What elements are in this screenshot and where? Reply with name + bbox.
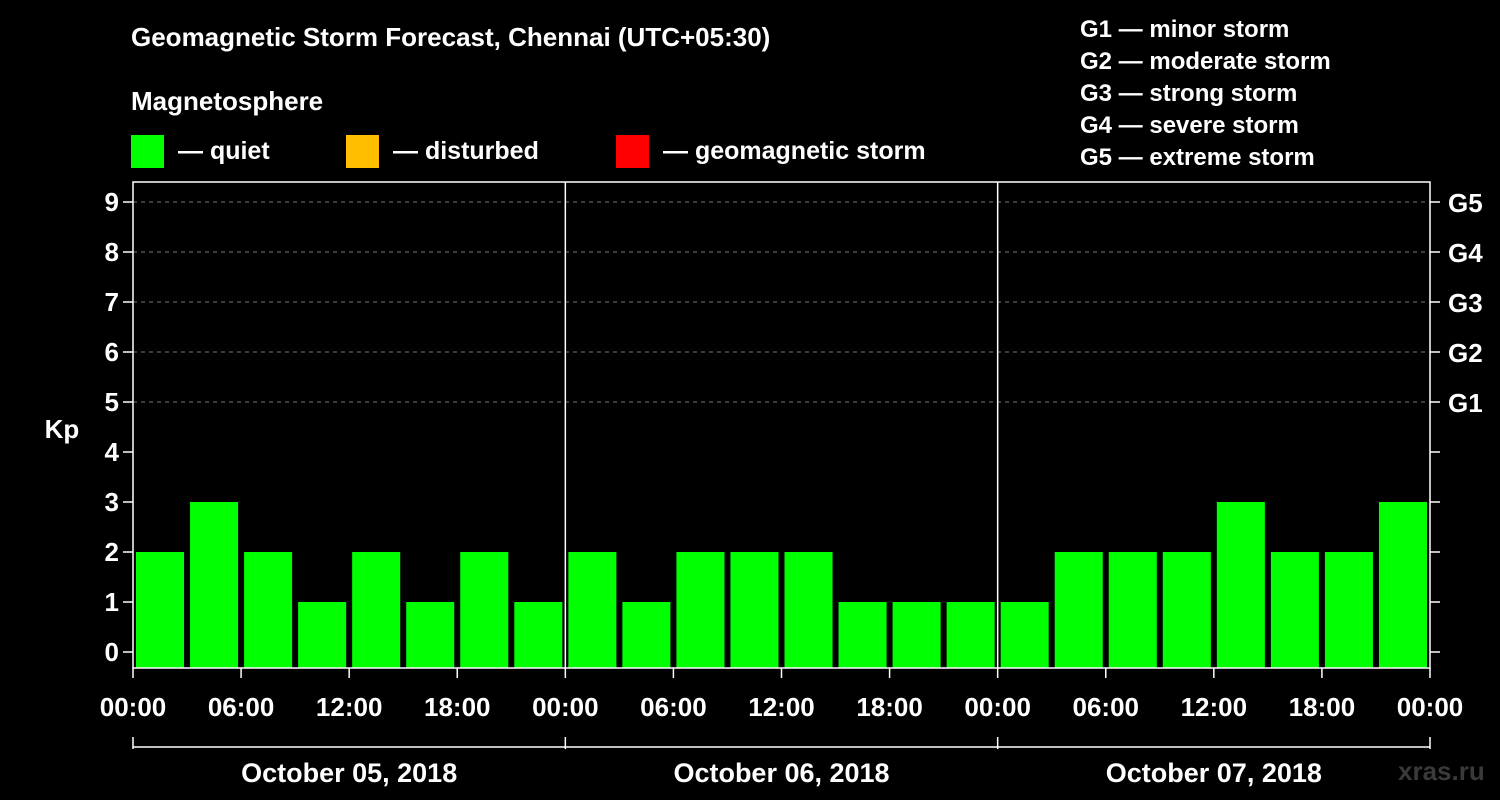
y-tick-label-3: 3	[105, 487, 119, 517]
kp-bar-4	[298, 602, 347, 668]
y-tick-label-7: 7	[105, 287, 119, 317]
kp-bar-17	[1000, 602, 1049, 668]
y-tick-label-4: 4	[105, 437, 120, 467]
y-tick-label-6: 6	[105, 337, 119, 367]
watermark: xras.ru	[1398, 756, 1485, 786]
y-tick-label-0: 0	[105, 637, 119, 667]
storm-scale-g3: G3 — strong storm	[1080, 80, 1298, 107]
legend-item-quiet: — quiet	[131, 134, 270, 168]
kp-bar-10	[622, 602, 671, 668]
storm-scale-g5: G5 — extreme storm	[1080, 144, 1315, 171]
chart-title: Geomagnetic Storm Forecast, Chennai (UTC…	[131, 22, 771, 52]
kp-bar-23	[1324, 552, 1373, 668]
kp-bar-8	[514, 602, 563, 668]
x-tick-label-8: 00:00	[964, 692, 1031, 722]
legend-swatch-disturbed	[346, 134, 379, 168]
kp-bar-9	[568, 552, 617, 668]
kp-bar-20	[1162, 552, 1211, 668]
kp-bar-14	[838, 602, 887, 668]
legend-label-storm: — geomagnetic storm	[663, 136, 926, 165]
kp-bar-5	[352, 552, 401, 668]
kp-bar-3	[244, 552, 293, 668]
kp-bar-18	[1054, 552, 1103, 668]
legend-label-quiet: — quiet	[178, 136, 270, 165]
day-label-1: October 05, 2018	[241, 758, 457, 788]
y-tick-label-1: 1	[105, 587, 119, 617]
x-tick-label-1: 06:00	[208, 692, 275, 722]
legend-label-disturbed: — disturbed	[393, 136, 539, 165]
kp-bar-6	[406, 602, 455, 668]
day-label-3: October 07, 2018	[1106, 758, 1322, 788]
y-tick-label-2: 2	[105, 537, 119, 567]
x-tick-label-9: 06:00	[1073, 692, 1140, 722]
storm-scale-g4: G4 — severe storm	[1080, 112, 1299, 139]
kp-bar-1	[136, 552, 185, 668]
kp-bar-22	[1270, 552, 1319, 668]
y-tick-label-9: 9	[105, 187, 119, 217]
x-tick-label-0: 00:00	[100, 692, 167, 722]
storm-scale-list: G1 — minor storm G2 — moderate storm G3 …	[1080, 14, 1331, 174]
y-axis-label: Kp	[45, 414, 80, 444]
legend-item-storm: — geomagnetic storm	[616, 134, 926, 168]
legend-item-disturbed: — disturbed	[346, 134, 539, 168]
kp-bar-19	[1108, 552, 1157, 668]
y-tick-label-5: 5	[105, 387, 119, 417]
kp-bar-13	[784, 552, 833, 668]
kp-bar-15	[892, 602, 941, 668]
kp-bar-2	[190, 502, 239, 668]
kp-bar-11	[676, 552, 725, 668]
x-tick-label-6: 12:00	[748, 692, 815, 722]
x-tick-label-11: 18:00	[1289, 692, 1356, 722]
x-tick-label-2: 12:00	[316, 692, 383, 722]
kp-bar-24	[1378, 502, 1427, 668]
right-label-G1: G1	[1448, 388, 1483, 418]
legend-swatch-quiet	[131, 134, 164, 168]
x-tick-label-5: 06:00	[640, 692, 707, 722]
right-label-G4: G4	[1448, 238, 1483, 268]
kp-bar-21	[1216, 502, 1265, 668]
x-tick-label-4: 00:00	[532, 692, 599, 722]
storm-scale-g1: G1 — minor storm	[1080, 16, 1290, 43]
day-label-2: October 06, 2018	[673, 758, 889, 788]
right-label-G2: G2	[1448, 338, 1483, 368]
x-tick-label-10: 12:00	[1181, 692, 1248, 722]
y-tick-label-8: 8	[105, 237, 119, 267]
right-label-G3: G3	[1448, 288, 1483, 318]
right-label-G5: G5	[1448, 188, 1483, 218]
legend-swatch-storm	[616, 134, 649, 168]
magnetosphere-title: Magnetosphere	[131, 86, 324, 116]
kp-bar-16	[946, 602, 995, 668]
x-tick-label-7: 18:00	[856, 692, 923, 722]
x-tick-label-12: 00:00	[1397, 692, 1464, 722]
x-tick-label-3: 18:00	[424, 692, 491, 722]
storm-scale-g2: G2 — moderate storm	[1080, 48, 1331, 75]
kp-bar-7	[460, 552, 509, 668]
kp-bar-12	[730, 552, 779, 668]
